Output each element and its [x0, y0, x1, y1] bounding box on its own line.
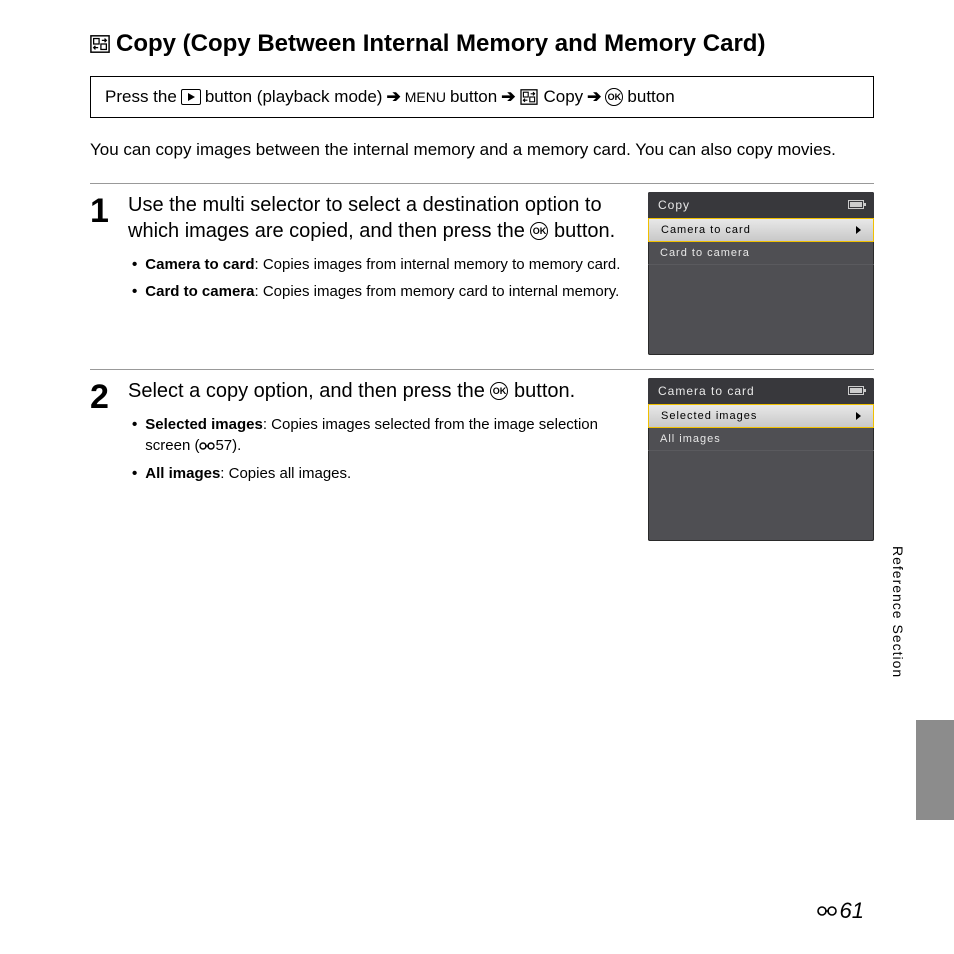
bullet-tail: ). [232, 437, 241, 454]
screen-spacer [648, 265, 874, 355]
screen-spacer [648, 451, 874, 541]
chevron-right-icon [856, 226, 861, 234]
step-1: 1 Use the multi selector to select a des… [90, 192, 874, 355]
breadcrumb-text: Press the [105, 87, 177, 107]
step-heading-text: Select a copy option, and then press the [128, 380, 490, 402]
playback-icon [181, 89, 201, 105]
battery-icon [848, 200, 864, 209]
arrow-icon: ➔ [501, 87, 515, 107]
divider [90, 369, 874, 370]
step-2: 2 Select a copy option, and then press t… [90, 378, 874, 541]
bullet-strong: Camera to card [145, 256, 254, 273]
page-title: Copy (Copy Between Internal Memory and M… [90, 30, 874, 58]
bullet-rest: : Copies all images. [220, 465, 351, 482]
page-title-text: Copy (Copy Between Internal Memory and M… [116, 30, 765, 58]
step-heading-text: button. [508, 380, 575, 402]
ok-icon: OK [605, 88, 623, 106]
breadcrumb: Press the button (playback mode) ➔ MENU … [90, 76, 874, 118]
step-bullets: Camera to card: Copies images from inter… [128, 254, 634, 304]
step-heading: Use the multi selector to select a desti… [128, 192, 634, 244]
bullet-rest: : Copies images from internal memory to … [254, 256, 620, 273]
screen-row-label: Selected images [661, 410, 757, 422]
ok-icon: OK [530, 222, 548, 240]
step-body: Select a copy option, and then press the… [128, 378, 648, 491]
bullet-item: Camera to card: Copies images from inter… [132, 254, 634, 276]
divider [90, 183, 874, 184]
bullet-strong: Card to camera [145, 283, 254, 300]
arrow-icon: ➔ [587, 87, 601, 107]
bullet-rest: : Copies images from memory card to inte… [254, 283, 619, 300]
breadcrumb-text: Copy [543, 87, 583, 107]
step-number: 2 [90, 380, 128, 414]
screen-row-selected: Selected images [648, 404, 874, 428]
bullet-ref: 57 [215, 437, 232, 454]
screen-header-text: Copy [658, 198, 690, 212]
page-number: 61 [816, 898, 864, 924]
screen-column: Camera to card Selected images All image… [648, 378, 874, 541]
bullet-item: All images: Copies all images. [132, 463, 634, 485]
bullet-item: Selected images: Copies images selected … [132, 414, 634, 458]
link-icon [199, 441, 215, 451]
screen-column: Copy Camera to card Card to camera [648, 192, 874, 355]
camera-screen-copy: Copy Camera to card Card to camera [648, 192, 874, 355]
step-number: 1 [90, 194, 128, 228]
bullet-item: Card to camera: Copies images from memor… [132, 281, 634, 303]
screen-row: All images [648, 428, 874, 451]
step-body: Use the multi selector to select a desti… [128, 192, 648, 310]
breadcrumb-text: button [450, 87, 497, 107]
ok-icon: OK [490, 382, 508, 400]
step-heading-text: button. [548, 220, 615, 242]
screen-header-text: Camera to card [658, 384, 755, 398]
screen-row-selected: Camera to card [648, 218, 874, 242]
chevron-right-icon [856, 412, 861, 420]
menu-label: MENU [405, 89, 446, 105]
breadcrumb-text: button (playback mode) [205, 87, 383, 107]
side-tab-block [916, 720, 954, 820]
screen-row-label: All images [660, 433, 721, 445]
page-number-text: 61 [840, 898, 864, 924]
bullet-strong: All images [145, 465, 220, 482]
screen-header: Camera to card [648, 378, 874, 404]
screen-row-label: Camera to card [661, 224, 751, 236]
screen-body: Selected images All images [648, 404, 874, 541]
step-heading: Select a copy option, and then press the… [128, 378, 634, 404]
bullet-strong: Selected images [145, 416, 263, 433]
arrow-icon: ➔ [386, 87, 400, 107]
screen-row-label: Card to camera [660, 247, 750, 259]
step-bullets: Selected images: Copies images selected … [128, 414, 634, 485]
copy-icon [90, 35, 110, 53]
screen-row: Card to camera [648, 242, 874, 265]
copy-icon [519, 88, 539, 106]
screen-body: Camera to card Card to camera [648, 218, 874, 355]
intro-text: You can copy images between the internal… [90, 138, 874, 163]
link-icon [816, 904, 838, 918]
side-label: Reference Section [884, 540, 954, 684]
camera-screen-camera-to-card: Camera to card Selected images All image… [648, 378, 874, 541]
breadcrumb-text: button [627, 87, 674, 107]
battery-icon [848, 386, 864, 395]
screen-header: Copy [648, 192, 874, 218]
